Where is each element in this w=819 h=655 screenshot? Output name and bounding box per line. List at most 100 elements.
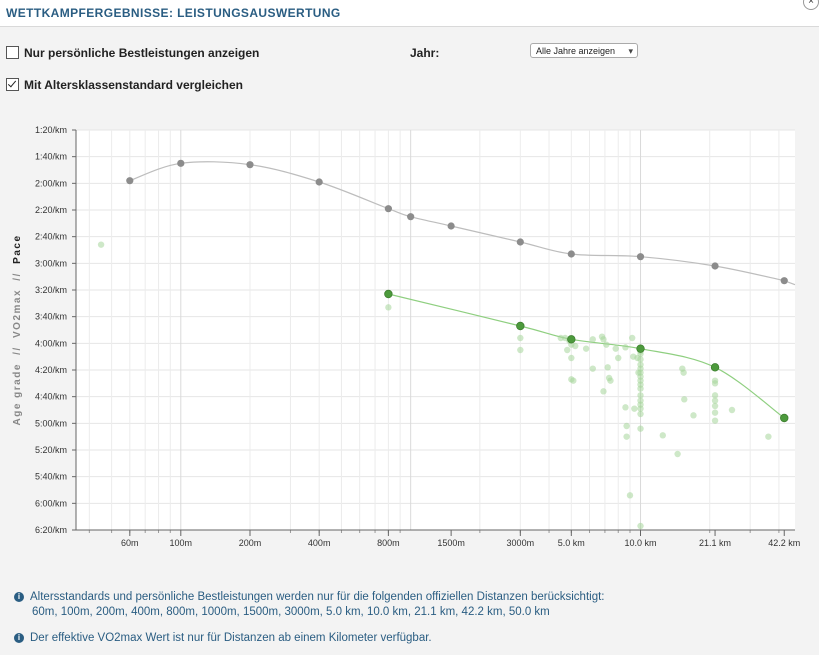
y-tick-label: 1:40/km [35, 152, 67, 162]
plot-area [76, 130, 795, 530]
age-standard-point [315, 178, 323, 186]
x-tick-label: 60m [121, 538, 139, 548]
result-point [385, 304, 392, 311]
compare-age-standard-option[interactable]: Mit Altersklassenstandard vergleichen [6, 78, 243, 92]
y-label-age-grade: Age grade [12, 363, 23, 425]
y-tick-label: 6:00/km [35, 498, 67, 508]
result-point [637, 410, 644, 418]
axes: 1:20/km 1:40/km 2:00/km 2:20/km 2:40/km 3:00/… [35, 125, 800, 548]
result-point [589, 365, 596, 372]
personal-best-checkbox[interactable] [6, 46, 19, 59]
year-select-value: Alle Jahre anzeigen [536, 46, 616, 56]
personal-best-option[interactable]: Nur persönliche Bestleistungen anzeigen [6, 46, 259, 60]
x-tick-label: 200m [239, 538, 262, 548]
result-point [711, 380, 719, 387]
y-tick-label: 4:40/km [35, 392, 67, 402]
info-icon: i [14, 633, 24, 643]
result-point [572, 342, 579, 350]
result-point [765, 433, 772, 440]
result-point [659, 432, 666, 439]
y-tick-label: 5:20/km [35, 445, 67, 455]
x-tick-label: 800m [377, 538, 400, 548]
personal-best-point [516, 321, 525, 331]
result-point [631, 405, 638, 412]
result-point [604, 364, 611, 371]
result-point [728, 406, 736, 414]
y-tick-label: 6:20/km [35, 525, 67, 535]
result-point [517, 346, 524, 354]
result-point [623, 422, 630, 430]
age-standard-point [407, 213, 415, 221]
chevron-down-icon: ▾ [628, 46, 633, 56]
result-point [517, 334, 524, 342]
result-point [711, 402, 719, 410]
result-point [622, 344, 629, 351]
result-point [680, 369, 687, 376]
result-point [674, 450, 681, 458]
result-point [612, 345, 619, 352]
result-point [600, 388, 607, 395]
y-tick-label: 4:20/km [35, 365, 67, 375]
personal-best-point [780, 413, 789, 423]
personal-best-line [388, 293, 785, 419]
compare-age-standard-checkbox[interactable] [6, 78, 19, 91]
info-distances-text: Altersstandards und persönliche Bestleis… [30, 591, 605, 603]
age-standard-point [177, 159, 185, 167]
result-point [600, 336, 607, 343]
result-point [582, 345, 590, 352]
y-label-vo2max: VO2max [12, 289, 23, 338]
y-tick-label: 5:00/km [35, 418, 67, 428]
age-standard-line [129, 161, 785, 282]
result-point [615, 354, 622, 362]
result-point [637, 405, 644, 412]
result-point [626, 492, 634, 499]
result-point [681, 396, 688, 403]
y-tick-label: 2:20/km [35, 205, 67, 215]
result-point [623, 433, 630, 440]
age-standard-point [384, 205, 392, 213]
x-tick-label: 1500m [437, 538, 465, 548]
performance-chart: 1:20/km 1:40/km 2:00/km 2:20/km 2:40/km 3:00/… [12, 125, 800, 548]
x-tick-label: 21.1 km [699, 538, 731, 548]
result-point [589, 336, 596, 343]
y-tick-label: 1:20/km [35, 125, 67, 135]
y-tick-label: 3:20/km [35, 285, 67, 295]
age-standard-point [126, 177, 134, 185]
result-point [637, 425, 644, 432]
info-vo2max: i Der effektive VO2max Wert ist nur für D… [14, 631, 432, 646]
result-point [637, 392, 644, 399]
y-label-sep2: // [12, 272, 23, 281]
result-point [97, 241, 105, 248]
x-tick-label: 3000m [507, 538, 535, 548]
grid-lines [76, 129, 795, 531]
y-tick-label: 5:40/km [35, 472, 67, 482]
y-tick-label: 2:00/km [35, 178, 67, 188]
personal-best-point [567, 335, 576, 344]
result-point [711, 397, 719, 404]
y-tick-label: 3:40/km [35, 312, 67, 322]
data-points [97, 159, 789, 530]
x-tick-label: 10.0 km [625, 538, 657, 548]
result-point [605, 374, 613, 382]
age-standard-point [246, 161, 254, 169]
info-vo2max-text: Der effektive VO2max Wert ist nur für Di… [30, 632, 432, 644]
y-tick-label: 4:00/km [35, 338, 67, 348]
x-tick-label: 100m [170, 538, 193, 548]
x-tick-label: 42.2 km [768, 538, 800, 548]
dialog-header: WETTKAMPFERGEBNISSE: LEISTUNGSAUSWERTUNG… [0, 0, 819, 27]
age-standard-point [516, 238, 524, 246]
y-axis-label: Age grade // VO2max // Pace [12, 234, 23, 425]
dialog-title: WETTKAMPFERGEBNISSE: LEISTUNGSAUSWERTUNG [6, 6, 341, 20]
info-distances-list: 60m, 100m, 200m, 400m, 800m, 1000m, 1500… [32, 606, 550, 618]
info-distances: i Altersstandards und persönliche Bestlei… [14, 590, 605, 620]
y-label-pace: Pace [12, 234, 23, 263]
result-point [628, 334, 636, 342]
result-point [637, 522, 644, 530]
personal-best-label: Nur persönliche Bestleistungen anzeigen [24, 46, 260, 60]
age-standard-point [636, 253, 645, 261]
year-select[interactable]: Alle Jahre anzeigen ▾ [530, 43, 638, 58]
age-standard-point [447, 222, 455, 230]
personal-best-point [384, 289, 393, 299]
age-standard-point [711, 262, 719, 270]
result-point [711, 409, 719, 416]
